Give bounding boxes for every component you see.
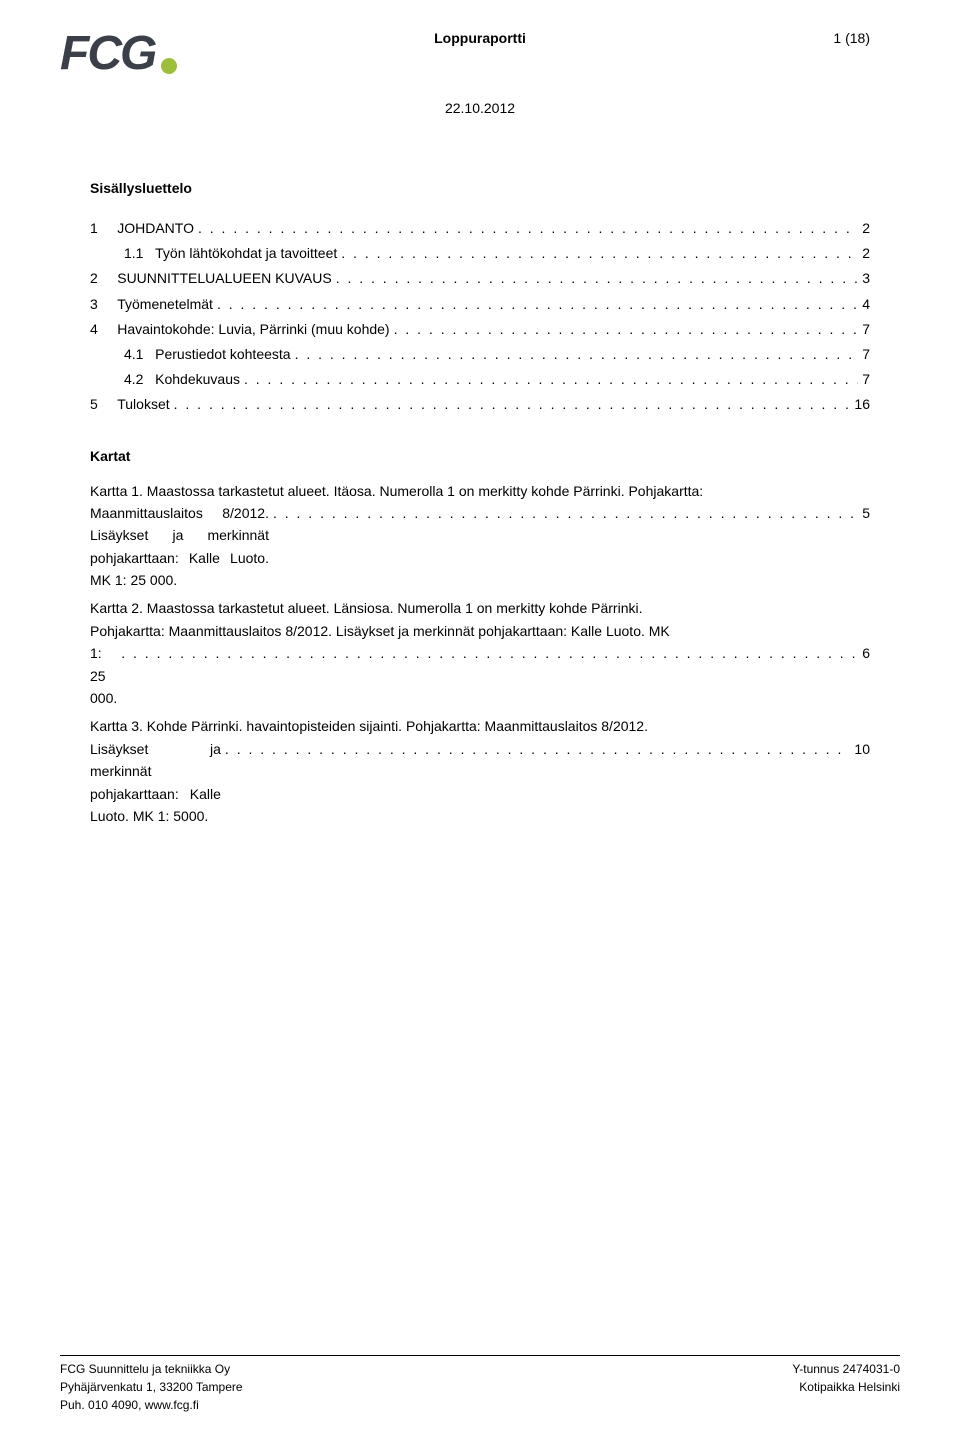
- footer-ytunnus: Y-tunnus 2474031-0: [792, 1360, 900, 1378]
- page: FCG Loppuraportti 1 (18) 22.10.2012 Sisä…: [0, 0, 960, 1442]
- toc-entry-leader: [341, 241, 858, 266]
- kartta-line: Kartta 1. Maastossa tarkastetut alueet. …: [90, 480, 870, 502]
- toc-entry-label: Tulokset: [117, 392, 169, 417]
- toc-entry-label: Havaintokohde: Luvia, Pärrinki (muu kohd…: [117, 317, 389, 342]
- toc-entry-page: 7: [862, 317, 870, 342]
- toc-entry-page: 4: [862, 292, 870, 317]
- toc-entry-page: 2: [862, 241, 870, 266]
- footer-left: FCG Suunnittelu ja tekniikka Oy Pyhäjärv…: [60, 1360, 243, 1414]
- toc-entry-num: 1.1: [124, 241, 155, 266]
- toc-entry: 5 Tulokset 16: [90, 392, 870, 417]
- toc-entry-label: Perustiedot kohteesta: [155, 342, 290, 367]
- footer-divider: [60, 1355, 900, 1356]
- kartta-line: Kartta 2. Maastossa tarkastetut alueet. …: [90, 597, 870, 619]
- toc-entry: 3 Työmenetelmät 4: [90, 292, 870, 317]
- kartta-line: Kartta 3. Kohde Pärrinki. havaintopistei…: [90, 715, 870, 737]
- kartta-last-line: Lisäykset ja merkinnät pohjakarttaan: Ka…: [90, 738, 870, 828]
- toc-entry: 4.1 Perustiedot kohteesta 7: [90, 342, 870, 367]
- toc-entry-page: 2: [862, 216, 870, 241]
- kartta-entry: Kartta 1. Maastossa tarkastetut alueet. …: [90, 480, 870, 592]
- toc-entry: 4.2 Kohdekuvaus 7: [90, 367, 870, 392]
- header: FCG Loppuraportti 1 (18) 22.10.2012: [0, 0, 960, 120]
- toc-entry-num: 4.1: [124, 342, 155, 367]
- kartta-entry: Kartta 2. Maastossa tarkastetut alueet. …: [90, 597, 870, 709]
- toc-entry-label: Työmenetelmät: [117, 292, 213, 317]
- toc-entry-label: JOHDANTO: [117, 216, 194, 241]
- kartta-last-line: 1: 25 000. 6: [90, 642, 870, 709]
- toc-entry-label: SUUNNITTELUALUEEN KUVAUS: [117, 266, 331, 291]
- kartta-leader: [121, 642, 858, 664]
- kartat-list: Kartta 1. Maastossa tarkastetut alueet. …: [90, 480, 870, 828]
- toc-entry-leader: [336, 266, 859, 291]
- toc-entry-num: 5: [90, 392, 117, 417]
- kartta-leader: [225, 738, 851, 760]
- kartta-last-line: Maanmittauslaitos 8/2012. Lisäykset ja m…: [90, 502, 870, 592]
- toc-entry-num: 1: [90, 216, 117, 241]
- toc-entry-leader: [217, 292, 858, 317]
- toc-entry: 1.1 Työn lähtökohdat ja tavoitteet 2: [90, 241, 870, 266]
- toc-entry: 4 Havaintokohde: Luvia, Pärrinki (muu ko…: [90, 317, 870, 342]
- toc-entry-page: 7: [862, 367, 870, 392]
- logo-dot-icon: [161, 58, 177, 74]
- toc-entry: 2 SUUNNITTELUALUEEN KUVAUS 3: [90, 266, 870, 291]
- toc-entry-leader: [244, 367, 858, 392]
- body: Sisällysluettelo 1 JOHDANTO21.1 Työn läh…: [0, 120, 960, 827]
- toc: 1 JOHDANTO21.1 Työn lähtökohdat ja tavoi…: [90, 216, 870, 418]
- footer: FCG Suunnittelu ja tekniikka Oy Pyhäjärv…: [60, 1360, 900, 1414]
- toc-entry-num: 2: [90, 266, 117, 291]
- toc-heading: Sisällysluettelo: [90, 180, 870, 196]
- footer-address: Pyhäjärvenkatu 1, 33200 Tampere: [60, 1378, 243, 1396]
- footer-company: FCG Suunnittelu ja tekniikka Oy: [60, 1360, 243, 1378]
- footer-right: Y-tunnus 2474031-0 Kotipaikka Helsinki: [792, 1360, 900, 1414]
- kartta-entry: Kartta 3. Kohde Pärrinki. havaintopistei…: [90, 715, 870, 827]
- toc-entry-leader: [174, 392, 851, 417]
- footer-phone: Puh. 010 4090, www.fcg.fi: [60, 1396, 243, 1414]
- toc-entry-leader: [198, 216, 858, 241]
- page-number: 1 (18): [833, 30, 870, 46]
- toc-entry-num: 4.2: [124, 367, 155, 392]
- kartta-page: 5: [862, 502, 870, 524]
- kartta-last-prefix: Maanmittauslaitos 8/2012. Lisäykset ja m…: [90, 502, 269, 592]
- kartta-page: 6: [862, 642, 870, 664]
- kartta-leader: [273, 502, 858, 524]
- toc-entry-leader: [394, 317, 859, 342]
- footer-domicile: Kotipaikka Helsinki: [792, 1378, 900, 1396]
- toc-entry: 1 JOHDANTO 2: [90, 216, 870, 241]
- toc-entry-page: 7: [862, 342, 870, 367]
- toc-entry-leader: [295, 342, 859, 367]
- toc-entry-page: 16: [854, 392, 870, 417]
- kartta-page: 10: [854, 738, 870, 760]
- toc-entry-num: 4: [90, 317, 117, 342]
- kartta-last-prefix: 1: 25 000.: [90, 642, 117, 709]
- kartta-last-prefix: Lisäykset ja merkinnät pohjakarttaan: Ka…: [90, 738, 221, 828]
- doc-date: 22.10.2012: [0, 100, 960, 116]
- doc-title: Loppuraportti: [0, 30, 960, 46]
- toc-entry-label: Työn lähtökohdat ja tavoitteet: [155, 241, 337, 266]
- toc-entry-num: 3: [90, 292, 117, 317]
- toc-entry-label: Kohdekuvaus: [155, 367, 240, 392]
- toc-entry-page: 3: [862, 266, 870, 291]
- kartat-heading: Kartat: [90, 448, 870, 464]
- kartta-line: Pohjakartta: Maanmittauslaitos 8/2012. L…: [90, 620, 870, 642]
